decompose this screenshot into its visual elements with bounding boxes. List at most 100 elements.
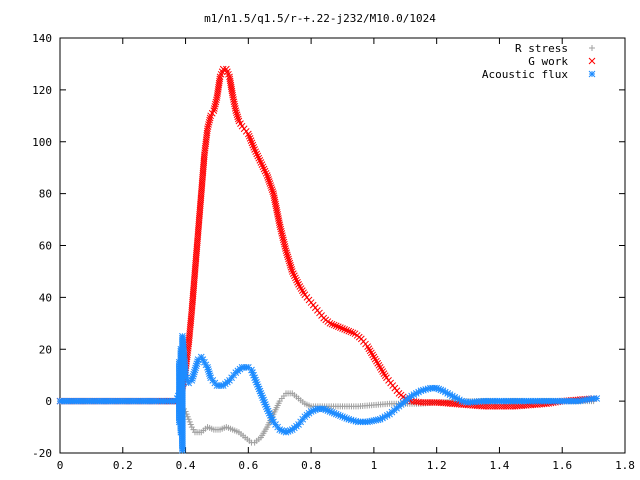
- data-point: [330, 409, 338, 417]
- x-tick-label: 0: [57, 459, 64, 472]
- data-point: [256, 387, 264, 395]
- x-tick-label: 1.6: [552, 459, 572, 472]
- data-point: [283, 251, 291, 259]
- data-point: [265, 176, 272, 183]
- data-point: [284, 428, 292, 435]
- data-point: [451, 393, 459, 401]
- data-point: [186, 418, 193, 425]
- data-point: [172, 397, 180, 405]
- data-point: [286, 259, 294, 267]
- data-point: [266, 412, 274, 419]
- data-point: [343, 326, 351, 334]
- data-point: [291, 272, 298, 280]
- data-point: [320, 405, 328, 413]
- data-point: [349, 329, 357, 337]
- data-point: [234, 113, 242, 121]
- data-point: [408, 392, 415, 400]
- data-point: [590, 395, 597, 402]
- data-point: [204, 123, 212, 130]
- data-point: [201, 358, 208, 366]
- data-point: [328, 409, 336, 416]
- data-point: [294, 278, 301, 286]
- data-point: [277, 225, 285, 233]
- data-point: [307, 408, 315, 415]
- data-point: [276, 223, 284, 231]
- y-tick-label: 40: [39, 291, 52, 304]
- y-tick-label: 0: [45, 395, 52, 408]
- data-point: [197, 353, 205, 361]
- data-point: [276, 426, 284, 434]
- data-point: [347, 328, 355, 336]
- data-point: [326, 319, 334, 327]
- y-tick-label: 80: [39, 188, 52, 201]
- data-point: [260, 396, 267, 404]
- series-group: [56, 65, 601, 454]
- data-point: [337, 324, 344, 331]
- x-tick-label: 1: [371, 459, 378, 472]
- data-point: [182, 371, 189, 379]
- y-tick-label: 20: [39, 343, 52, 356]
- data-point: [283, 249, 290, 257]
- data-point: [266, 180, 274, 187]
- data-point: [255, 154, 263, 162]
- data-point: [415, 388, 422, 396]
- data-point: [204, 366, 212, 373]
- data-point: [311, 406, 319, 414]
- data-point: [184, 413, 191, 420]
- series-g-work: [56, 65, 597, 410]
- data-point: [244, 130, 252, 138]
- data-point: [437, 386, 445, 394]
- data-point: [253, 378, 260, 386]
- data-point: [216, 75, 224, 83]
- data-point: [192, 364, 199, 372]
- data-point: [279, 234, 287, 242]
- data-point: [265, 409, 273, 417]
- data-point: [260, 165, 268, 173]
- data-point: [249, 141, 257, 149]
- legend-label: R stress: [515, 42, 568, 55]
- data-point: [245, 132, 253, 140]
- data-point: [285, 257, 293, 265]
- data-point: [189, 372, 197, 380]
- data-point: [278, 232, 286, 239]
- data-point: [339, 325, 346, 332]
- x-tick-label: 0.8: [301, 459, 321, 472]
- data-point: [269, 188, 277, 195]
- data-point: [263, 172, 271, 179]
- data-point: [282, 247, 290, 255]
- data-point: [232, 107, 240, 114]
- data-point: [264, 174, 272, 181]
- data-point: [289, 270, 297, 277]
- data-point: [185, 416, 192, 423]
- data-point: [412, 389, 420, 397]
- data-point: [233, 109, 240, 117]
- data-point: [337, 412, 344, 420]
- x-tick-label: 0.6: [238, 459, 258, 472]
- data-point: [262, 169, 270, 177]
- data-point: [262, 401, 269, 408]
- data-point: [258, 392, 266, 399]
- data-point: [254, 152, 262, 160]
- data-point: [281, 243, 289, 250]
- data-point: [258, 161, 266, 169]
- data-point: [261, 398, 268, 406]
- data-point: [252, 148, 260, 156]
- x-tick-label: 1.4: [490, 459, 510, 472]
- data-point: [269, 416, 276, 424]
- data-point: [190, 368, 198, 376]
- data-point: [293, 276, 300, 284]
- data-point: [210, 105, 218, 112]
- data-point: [267, 182, 275, 189]
- data-point: [212, 98, 220, 106]
- data-point: [257, 159, 265, 166]
- data-point: [277, 227, 285, 235]
- data-point: [205, 121, 212, 128]
- legend-label: G work: [528, 55, 568, 68]
- data-point: [276, 221, 284, 229]
- data-point: [593, 395, 601, 402]
- data-point: [441, 388, 449, 396]
- x-tick-label: 1.2: [427, 459, 447, 472]
- y-tick-label: 140: [32, 32, 52, 45]
